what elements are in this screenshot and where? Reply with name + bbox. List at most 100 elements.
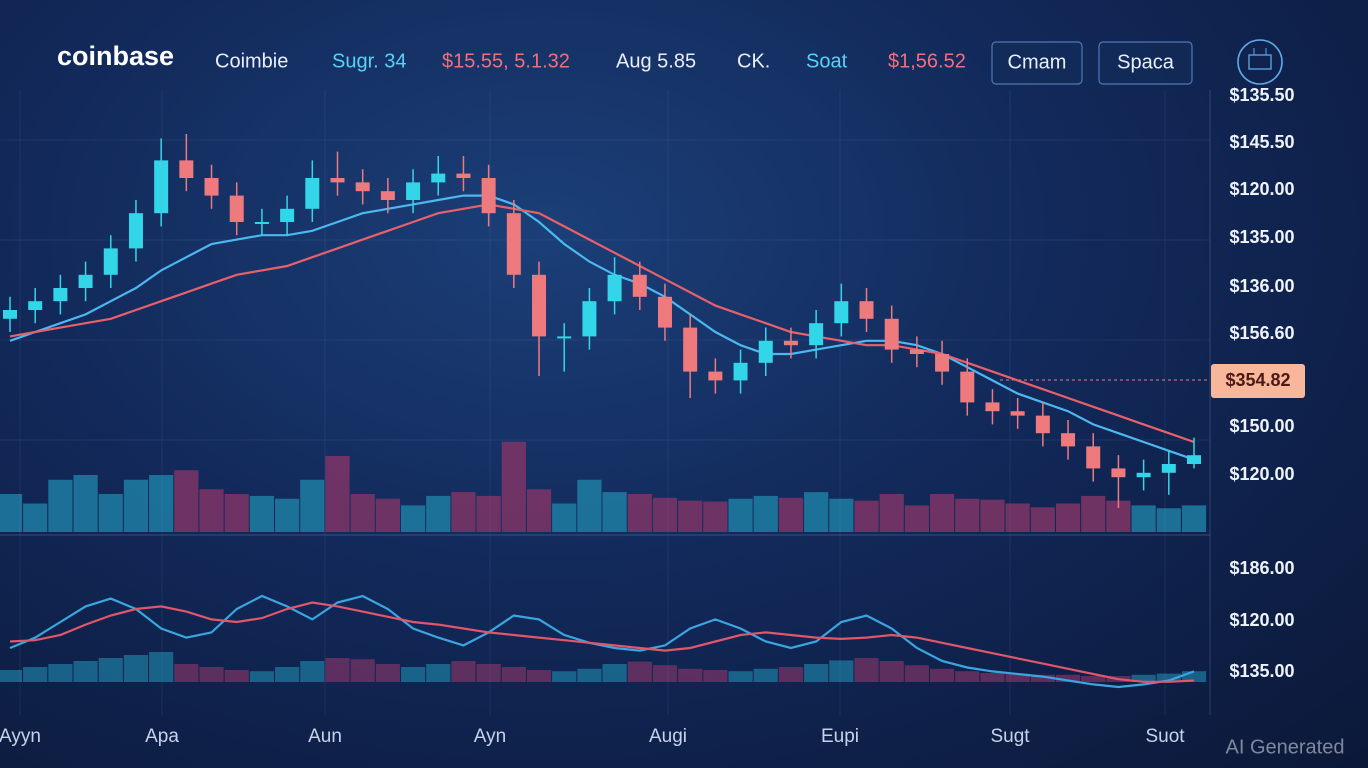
x-label: Eupi <box>821 726 859 747</box>
price-label: $135.00 <box>1229 227 1294 247</box>
volume-bar <box>23 503 48 532</box>
price-axis: $135.50 $145.50 $120.00 $135.00 $136.00 $156.… <box>0 85 1295 747</box>
candle-body <box>985 402 1000 412</box>
volume-bar <box>149 475 174 532</box>
candle-body <box>909 349 924 354</box>
histogram-bar <box>1081 676 1106 682</box>
price-label: $145.50 <box>1229 132 1294 152</box>
header-item: Aug 5.85 <box>616 50 696 72</box>
histogram-bar <box>375 664 400 682</box>
volume-bar <box>501 441 526 532</box>
brand: coinbase <box>57 41 174 71</box>
candle-body <box>532 274 547 337</box>
histogram-bar <box>48 664 73 682</box>
x-label: Ayn <box>474 726 506 747</box>
x-label: Ayyn <box>0 726 41 747</box>
histogram-bar <box>1030 674 1055 682</box>
price-label: $150.00 <box>1229 416 1294 436</box>
button-frame <box>1098 41 1193 85</box>
histogram-bar <box>678 668 703 682</box>
volume-bar <box>224 494 249 532</box>
volume-bar <box>577 479 602 532</box>
histogram-bar <box>23 667 48 682</box>
header-button[interactable]: Spaca <box>1098 41 1193 85</box>
histogram-bar <box>300 661 325 682</box>
volume-bar <box>123 479 149 532</box>
x-label: Sugt <box>990 726 1030 747</box>
volume-bar <box>929 494 955 532</box>
volume-bar <box>879 494 904 532</box>
histogram-bar <box>0 670 23 682</box>
histogram-bar <box>1156 673 1181 682</box>
candle-body <box>758 340 773 363</box>
volume-bar <box>1156 508 1181 532</box>
volume-bar <box>199 489 224 532</box>
candle-body <box>1061 433 1076 447</box>
watermark: AI Generated <box>1226 736 1345 758</box>
oscillator-line <box>9 601 1195 683</box>
volume-bar <box>1005 503 1030 532</box>
candle-body <box>657 296 672 328</box>
histogram-bar <box>829 660 854 682</box>
candle-body <box>582 301 597 337</box>
candle-body <box>632 274 647 297</box>
histogram-bar <box>728 671 753 682</box>
volume-bar <box>627 494 652 532</box>
x-label: Suot <box>1145 726 1185 747</box>
histogram-bar <box>854 658 879 682</box>
histogram-bar <box>929 668 955 682</box>
candle-body <box>305 178 320 209</box>
volume-bar <box>778 497 804 532</box>
histogram-bar <box>149 652 174 682</box>
histogram-bar <box>652 665 678 682</box>
candle-body <box>960 371 975 403</box>
histogram-bar <box>1131 674 1156 682</box>
oscillator-line <box>9 594 1195 689</box>
volume-bar <box>1131 505 1156 532</box>
header-button[interactable]: Cmam <box>991 41 1083 85</box>
moving-average <box>9 194 1195 461</box>
candle-body <box>355 182 370 192</box>
candle-body <box>1136 472 1151 478</box>
volume-bar <box>526 489 552 532</box>
volume-bar <box>400 505 426 532</box>
volume-bar <box>904 505 929 532</box>
candle-body <box>935 354 950 372</box>
histogram-bar <box>955 671 980 682</box>
volume-bar <box>652 497 678 532</box>
histogram-bar <box>577 668 602 682</box>
chart-marks <box>0 134 1207 689</box>
header-item: CK. <box>737 50 770 72</box>
volume-bar <box>728 498 753 532</box>
histogram-bar <box>753 668 778 682</box>
histogram-bar <box>1055 674 1081 682</box>
candle-body <box>53 288 68 302</box>
candle-body <box>103 248 118 275</box>
header-item: Coimbie <box>215 50 288 72</box>
candle-body <box>1010 411 1025 416</box>
histogram-bar <box>98 658 123 682</box>
volume-bar <box>1181 505 1207 532</box>
volume-bar <box>980 499 1005 532</box>
histogram-bar <box>174 664 199 682</box>
candle-body <box>1035 415 1050 434</box>
profile-icon[interactable] <box>1237 39 1283 85</box>
histogram-bar <box>778 667 804 682</box>
candle-body <box>1111 468 1126 478</box>
volume-bar <box>955 498 980 532</box>
histogram-bar <box>325 658 350 682</box>
volume-bar <box>174 470 199 532</box>
volume-bar <box>854 500 879 532</box>
candle-body <box>154 160 169 214</box>
candle-body <box>683 327 698 372</box>
histogram-bar <box>904 665 929 682</box>
candle-body <box>834 301 849 324</box>
histogram-bar <box>552 671 577 682</box>
candle-body <box>204 178 219 196</box>
x-label: Aun <box>308 726 342 747</box>
candle-body <box>557 336 572 339</box>
histogram-bar <box>526 670 552 682</box>
volume-bar <box>476 495 501 532</box>
volume-bar <box>703 501 728 532</box>
candle-body <box>733 362 748 381</box>
